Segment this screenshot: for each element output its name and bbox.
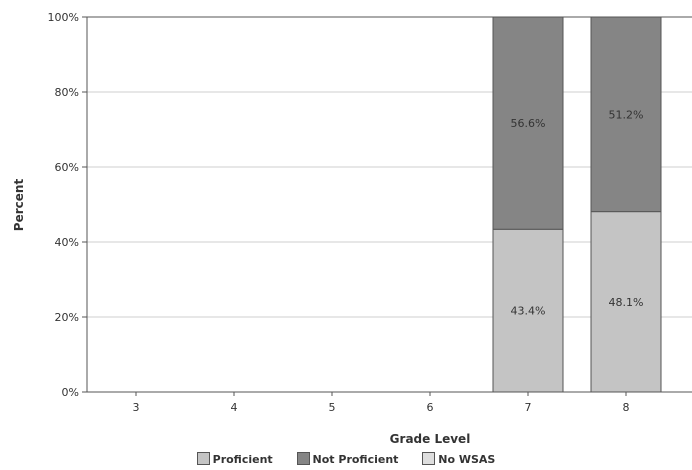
grade-level-stacked-bar-chart: 43.4% 56.6% 48.1% 51.2% 0% 20% 40% 60% 80% 100% 3… [12,11,692,446]
legend-item-proficient: Proficient [196,452,273,466]
x-tick-label-7: 7 [525,401,532,414]
x-tick-label-5: 5 [329,401,336,414]
y-tick-label-60: 60% [55,161,79,174]
y-axis-title: Percent [12,179,26,232]
bar-grade-8-proficient [590,211,662,393]
y-tick-label-80: 80% [55,86,79,99]
plot-frame [86,16,692,393]
legend-label-not-proficient: Not Proficient [312,453,399,466]
data-label-grade-7-not-proficient: 56.6% [511,117,546,130]
x-tick-label-8: 8 [623,401,630,414]
bar-grade-8-not-proficient [590,16,662,213]
legend-swatch-not-proficient [296,452,310,465]
y-tick-label-20: 20% [55,311,79,324]
legend-item-not-proficient: Not Proficient [296,452,399,466]
x-tick-label-3: 3 [133,401,140,414]
bar-grade-7-not-proficient [492,16,564,230]
legend-swatch-proficient [196,452,210,465]
legend-label-no-wsas: No WSAS [438,453,496,466]
data-label-grade-8-proficient: 48.1% [609,296,644,309]
bars: 43.4% 56.6% 48.1% 51.2% [492,16,662,393]
legend: Proficient Not Proficient No WSAS [0,452,692,466]
y-tick-label-100: 100% [48,11,79,24]
x-tick-label-4: 4 [231,401,238,414]
x-axis-title: Grade Level [390,432,471,446]
bar-grade-7-proficient [492,228,564,393]
tick-labels: 0% 20% 40% 60% 80% 100% 3 4 5 6 7 8 [48,11,630,414]
legend-item-no-wsas: No WSAS [422,452,495,466]
legend-label-proficient: Proficient [212,453,273,466]
legend-swatch-no-wsas [422,452,436,465]
y-tick-label-40: 40% [55,236,79,249]
x-tick-label-6: 6 [427,401,434,414]
data-label-grade-7-proficient: 43.4% [511,305,546,318]
data-label-grade-8-not-proficient: 51.2% [609,108,644,121]
y-tick-label-0: 0% [62,386,79,399]
